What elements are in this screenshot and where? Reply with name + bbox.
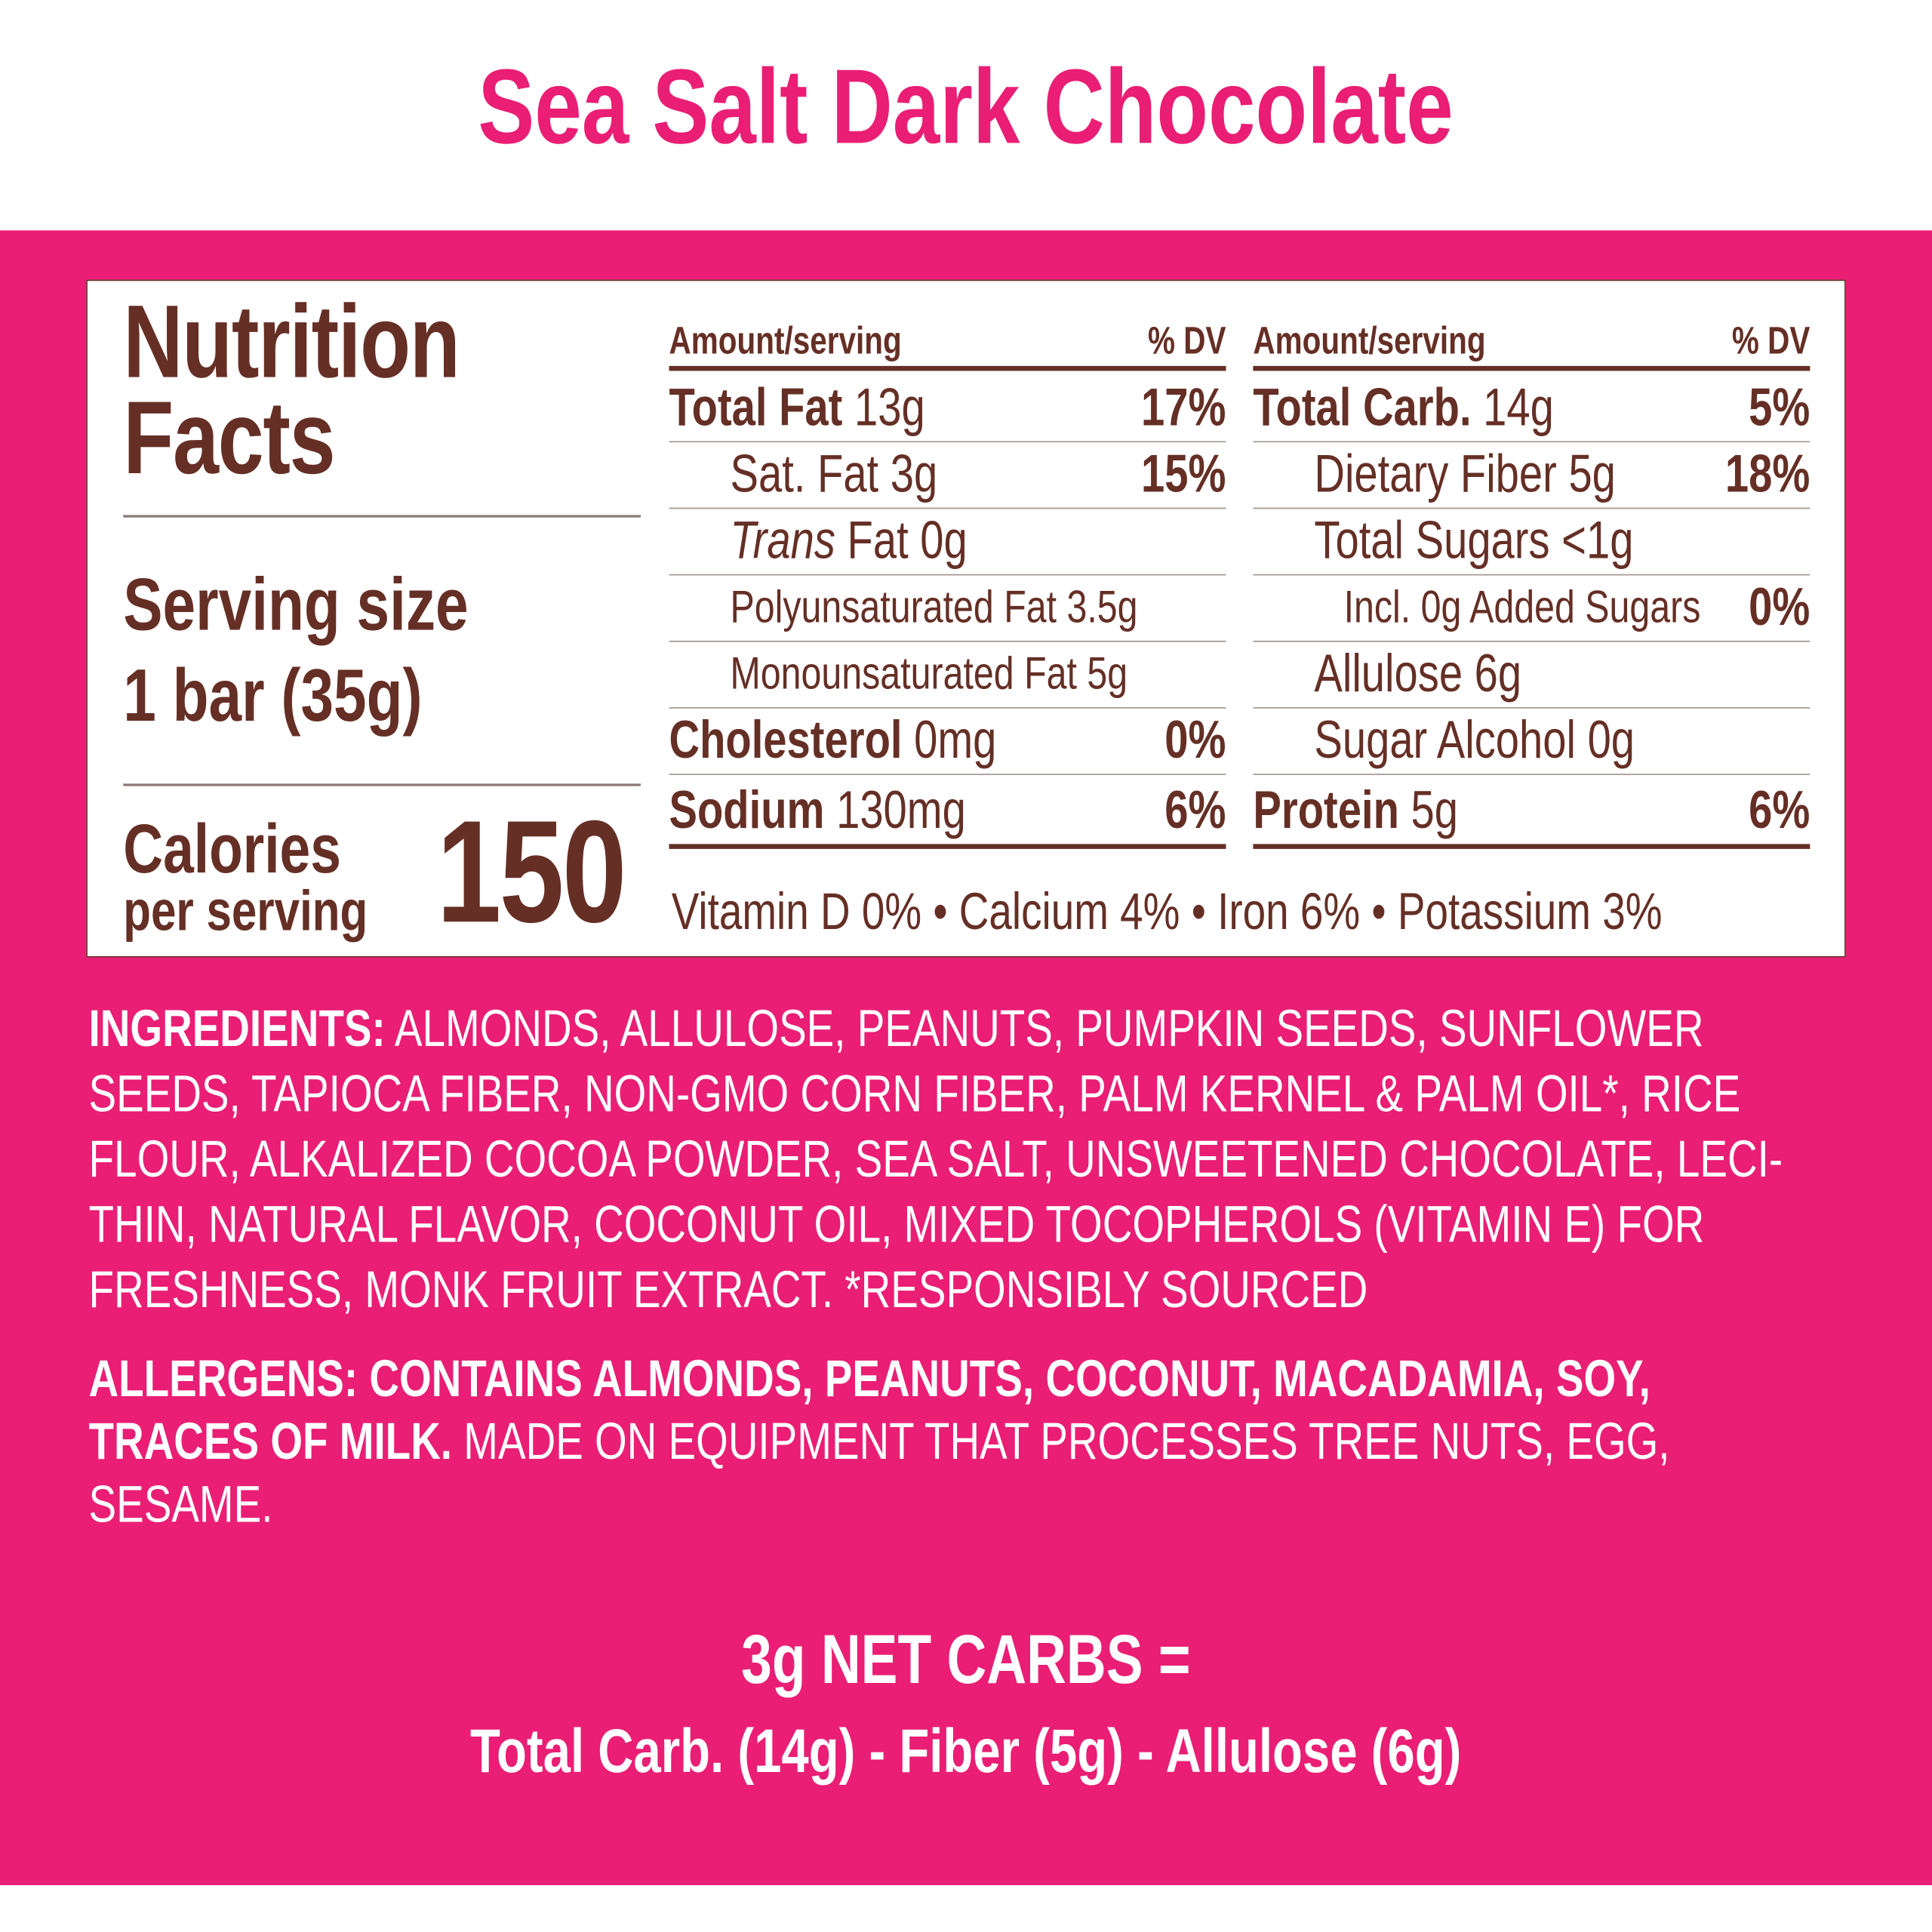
product-title: Sea Salt Dark Chocolate: [478, 48, 1454, 167]
serving-size-label: Serving size: [123, 563, 469, 646]
allergens: ALLERGENS: CONTAINS ALMONDS, PEANUTS, CO…: [88, 1349, 1670, 1534]
nutrition-left-column: Nutrition Facts Serving size 1 bar (35g)…: [123, 283, 641, 954]
vitamins-minerals: Vitamin D 0% • Calcium 4% • Iron 6% • Po…: [671, 881, 1663, 940]
heading-nutrition: Nutrition: [123, 283, 460, 399]
row-sat-fat: Sat. Fat 3g 15%: [669, 442, 1226, 509]
row-dietary-fiber: Dietary Fiber 5g 18%: [1253, 442, 1810, 509]
row-cholesterol: Cholesterol 0mg 0%: [669, 709, 1226, 775]
ingredients-label: INGREDIENTS:: [88, 999, 386, 1057]
row-protein: Protein 5g 6%: [1253, 775, 1810, 849]
row-allulose: Allulose 6g: [1253, 642, 1810, 709]
row-sugar-alcohol: Sugar Alcohol 0g: [1253, 709, 1810, 775]
header-dv: % DV: [1147, 318, 1226, 362]
nutrient-table-left: Amount/serving % DV Total Fat 13g 17% Sat.…: [669, 296, 1226, 849]
row-trans-fat: Trans Fat 0g: [669, 509, 1226, 576]
calories-label: Calories: [123, 809, 341, 888]
heading-facts: Facts: [123, 379, 335, 496]
nutrient-table-right: Amount/serving % DV Total Carb. 14g 5% Die…: [1253, 296, 1810, 849]
divider: [123, 515, 641, 518]
calories-sub-label: per serving: [123, 878, 368, 943]
header-amount: Amount/serving: [1253, 318, 1486, 362]
row-total-carb: Total Carb. 14g 5%: [1253, 371, 1810, 443]
net-carbs-headline: 3g NET CARBS =: [741, 1620, 1191, 1698]
calories-value: 150: [436, 791, 627, 954]
header-amount: Amount/serving: [669, 318, 902, 362]
divider: [123, 783, 641, 786]
row-total-sugars: Total Sugars <1g: [1253, 509, 1810, 576]
header-dv: % DV: [1731, 318, 1810, 362]
serving-size-value: 1 bar (35g): [123, 654, 423, 737]
row-monounsaturated-fat: Monounsaturated Fat 5g: [669, 642, 1226, 709]
row-polyunsaturated-fat: Polyunsaturated Fat 3.5g: [669, 575, 1226, 642]
row-added-sugars: Incl. 0g Added Sugars 0%: [1253, 575, 1810, 642]
net-carbs-formula: Total Carb. (14g) - Fiber (5g) - Allulos…: [470, 1716, 1462, 1786]
row-sodium: Sodium 130mg 6%: [669, 775, 1226, 849]
ingredients: INGREDIENTS: ALMONDS, ALLULOSE, PEANUTS,…: [88, 999, 1783, 1318]
row-total-fat: Total Fat 13g 17%: [669, 371, 1226, 443]
